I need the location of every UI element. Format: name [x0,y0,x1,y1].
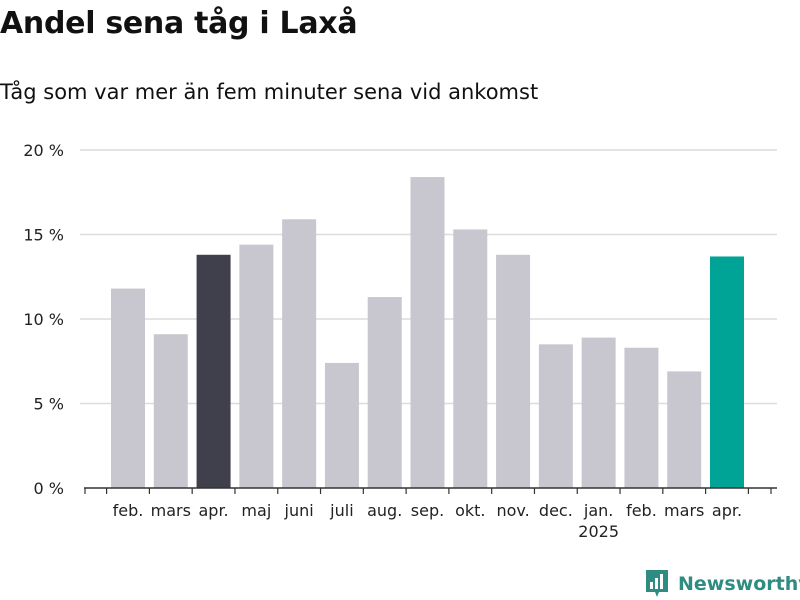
x-tick-label: okt. [455,501,485,520]
x-tick-label: mars [151,501,191,520]
bar [496,254,531,488]
x-tick-label: jan. [583,501,613,520]
x-tick-label: dec. [539,501,573,520]
x-year-label: 2025 [578,522,619,541]
y-tick-label: 15 % [23,226,64,245]
bar [538,344,573,488]
brand-name: Newsworthy [678,573,800,595]
x-tick-label: juni [284,501,314,520]
x-tick-label: mars [664,501,704,520]
bar [282,219,317,489]
bar [410,177,445,489]
y-tick-label: 20 % [23,141,64,160]
x-tick-label: feb. [626,501,657,520]
bar [111,288,145,488]
y-tick-label: 0 % [34,479,64,498]
bar [196,254,231,488]
y-tick-label: 10 % [23,310,64,329]
bar [153,334,188,488]
y-tick-label: 5 % [34,395,64,414]
brand: Newsworthy [644,568,800,600]
bar [624,347,659,488]
x-tick-label: feb. [113,501,144,520]
bar [710,256,744,488]
x-tick-label: apr. [712,501,742,520]
x-tick-label: maj [241,501,271,520]
bar [367,297,402,488]
chart-subtitle: Tåg som var mer än fem minuter sena vid … [0,80,539,104]
bar [239,244,274,488]
chart-title: Andel sena tåg i Laxå [0,6,358,41]
x-tick-label: apr. [198,501,228,520]
x-tick-label: nov. [496,501,529,520]
newsworthy-logo-icon [646,570,668,597]
x-tick-label: aug. [367,501,402,520]
bar [581,337,616,488]
x-tick-label: juli [329,501,353,520]
bar [453,229,488,488]
bar [667,371,702,488]
x-tick-label: sep. [411,501,444,520]
bar [324,362,359,488]
